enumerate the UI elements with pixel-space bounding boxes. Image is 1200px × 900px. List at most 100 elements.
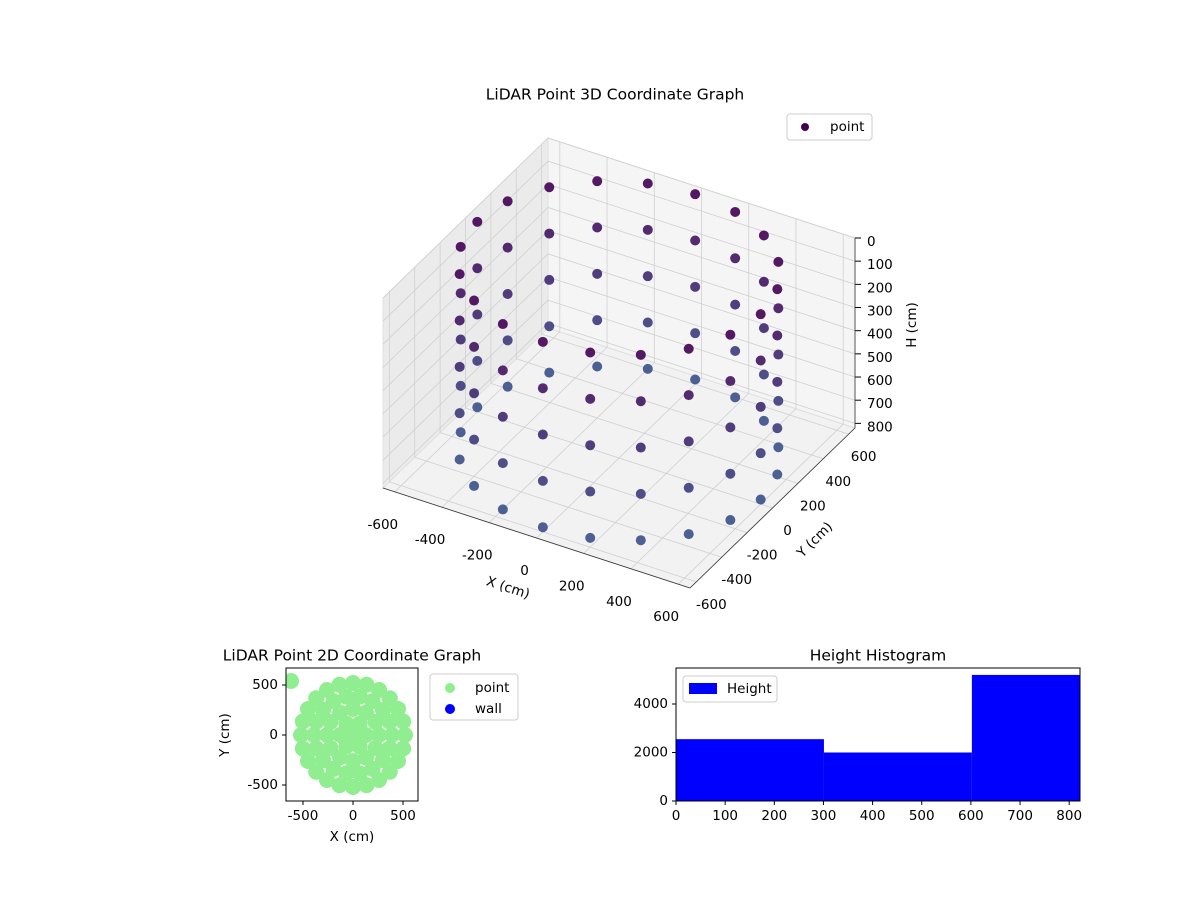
x-axis-label: X (cm) <box>330 829 375 845</box>
grid-line <box>382 137 549 299</box>
y-tick-label: -500 <box>247 777 278 793</box>
z-tick-label: 400 <box>867 327 893 343</box>
point <box>454 408 465 419</box>
point <box>772 469 783 480</box>
point <box>381 713 398 730</box>
point <box>454 361 465 372</box>
z-tick-label: 100 <box>867 257 893 273</box>
point <box>755 448 766 459</box>
grid-line <box>382 207 549 368</box>
point <box>725 468 736 479</box>
point <box>585 440 596 451</box>
point <box>755 494 766 505</box>
grid-line <box>547 137 856 239</box>
point <box>585 393 596 404</box>
point <box>683 529 694 540</box>
point <box>730 299 741 310</box>
point <box>294 740 311 757</box>
point <box>755 309 766 320</box>
point <box>683 390 694 401</box>
grid-line <box>382 299 549 461</box>
point <box>772 376 783 387</box>
x-tick-label: 400 <box>606 594 632 610</box>
point <box>381 740 398 757</box>
point <box>395 713 412 730</box>
bar <box>676 739 824 801</box>
grid-line <box>382 160 549 322</box>
y-tick-label: 4000 <box>634 696 668 712</box>
point <box>345 675 361 691</box>
point <box>544 274 555 285</box>
x-tick-label: 600 <box>958 808 984 824</box>
point <box>635 349 646 360</box>
point <box>338 765 355 782</box>
x-tick-label: 0 <box>672 808 681 824</box>
legend-box <box>429 673 519 721</box>
point <box>345 701 361 717</box>
z-axis-label: H (cm) <box>904 302 920 348</box>
point <box>690 235 701 246</box>
x-tick-label: 700 <box>1007 808 1033 824</box>
point <box>758 230 769 241</box>
point <box>502 196 513 207</box>
point <box>300 701 316 717</box>
point <box>472 309 483 320</box>
point <box>585 532 596 543</box>
point <box>293 727 309 743</box>
y-tick-label: 500 <box>252 677 278 693</box>
legend-label: Height <box>727 681 772 697</box>
y-tick-label: 400 <box>825 474 851 490</box>
point <box>384 727 400 743</box>
point <box>758 323 769 334</box>
point <box>755 355 766 366</box>
z-tick-label: 600 <box>867 373 893 389</box>
point <box>345 779 361 795</box>
grid-line <box>382 276 549 438</box>
axis-line <box>382 487 691 589</box>
legend-label: wall <box>475 701 502 717</box>
point <box>338 688 355 705</box>
point <box>773 395 784 406</box>
grid-line <box>547 183 856 285</box>
point <box>683 436 694 447</box>
point <box>755 401 766 412</box>
chart-title: LiDAR Point 3D Coordinate Graph <box>486 86 744 104</box>
point <box>725 376 736 387</box>
point <box>502 335 513 346</box>
point <box>497 458 508 469</box>
point <box>730 253 741 264</box>
grid-line <box>547 276 856 378</box>
point <box>502 242 513 253</box>
point <box>635 535 646 546</box>
y-tick-label: 0 <box>269 727 278 743</box>
plot-area <box>286 673 413 795</box>
point <box>502 288 513 299</box>
z-tick-label: 200 <box>867 280 893 296</box>
x-tick-label: -600 <box>367 517 398 533</box>
point <box>537 429 548 440</box>
legend-box <box>786 113 873 141</box>
point <box>319 772 335 788</box>
point <box>455 288 466 299</box>
point <box>683 482 694 493</box>
y-tick-label: 0 <box>659 793 668 809</box>
point <box>725 515 736 526</box>
y-tick-label: 0 <box>783 523 792 539</box>
point <box>544 228 555 239</box>
x-tick-label: 0 <box>349 808 358 824</box>
point <box>371 727 387 743</box>
point <box>690 374 701 385</box>
y-tick-label: -600 <box>696 597 727 613</box>
point <box>358 777 375 794</box>
point <box>537 475 548 486</box>
grid-line <box>382 253 549 415</box>
point <box>469 295 480 306</box>
point <box>690 281 701 292</box>
x-tick-label: 600 <box>653 609 679 625</box>
x-tick-label: -200 <box>462 548 493 564</box>
point <box>544 182 555 193</box>
grid-line <box>465 407 773 509</box>
y-tick-label: -400 <box>721 572 752 588</box>
point <box>351 765 368 782</box>
